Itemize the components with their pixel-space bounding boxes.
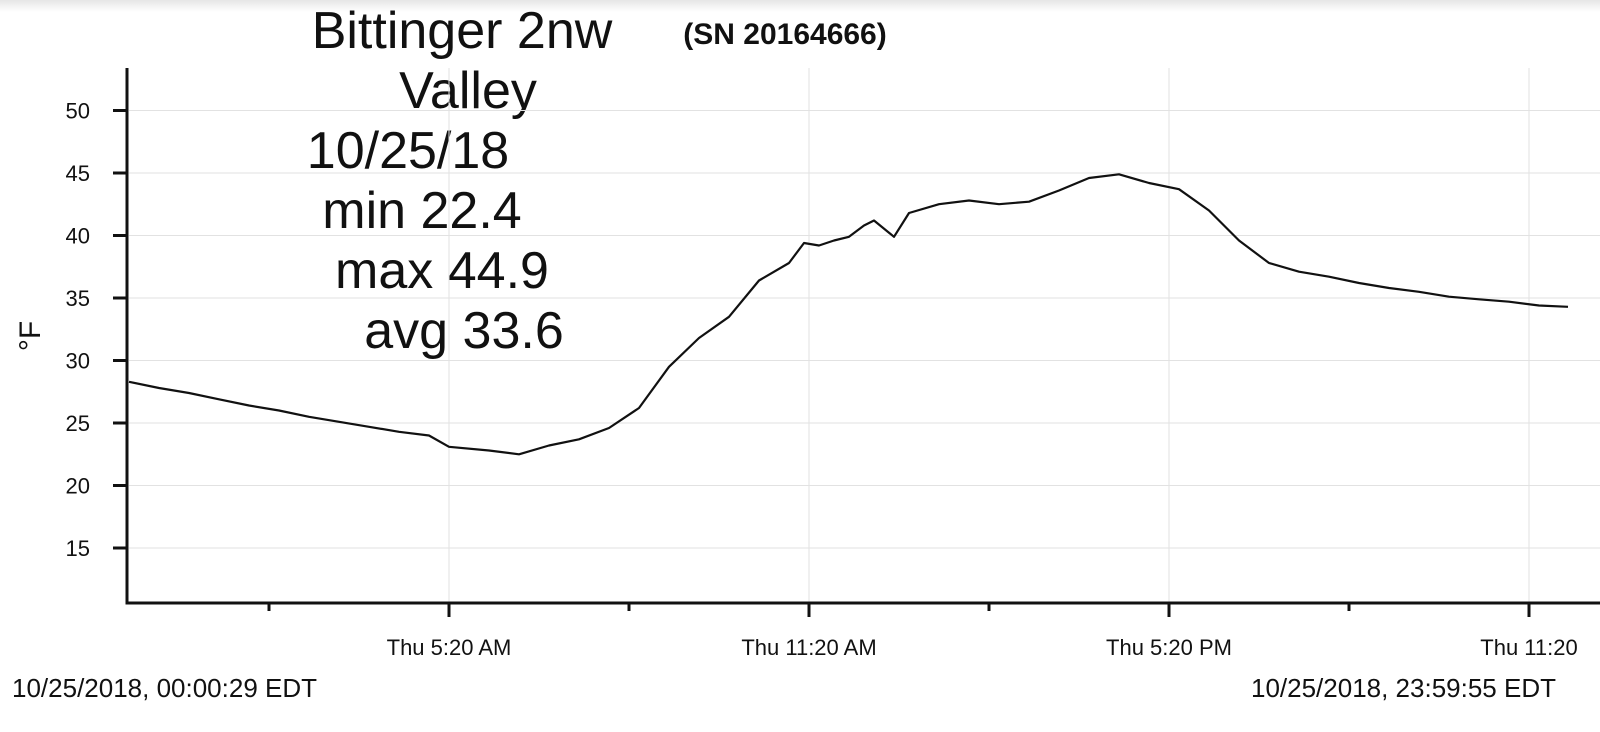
y-tick-label: 40 (66, 224, 90, 249)
start-time: 10/25/2018, 00:00:29 EDT (12, 673, 317, 703)
x-tick-label: Thu 11:20 AM (741, 635, 876, 660)
serial-number: (SN 20164666) (683, 18, 886, 51)
x-tick-label: Thu 5:20 PM (1106, 635, 1232, 660)
y-tick-label: 50 (66, 99, 90, 124)
annotation: avg 33.6 (364, 302, 564, 360)
top-shade (0, 0, 1600, 12)
annotation: Valley (399, 62, 537, 120)
station-title: Bittinger 2nw (312, 2, 613, 60)
y-tick-label: 35 (66, 286, 90, 311)
y-axis-label: °F (14, 321, 47, 351)
y-tick-label: 30 (66, 349, 90, 374)
end-time: 10/25/2018, 23:59:55 EDT (1251, 673, 1556, 703)
x-tick-label: Thu 5:20 AM (387, 635, 512, 660)
annotation: 10/25/18 (307, 122, 509, 180)
x-tick-label: Thu 11:20 (1480, 635, 1577, 660)
y-tick-label: 45 (66, 161, 90, 186)
annotation: min 22.4 (322, 182, 521, 240)
y-tick-label: 25 (66, 411, 90, 436)
temperature-line (128, 173, 1569, 456)
y-tick-label: 20 (66, 474, 90, 499)
annotation: max 44.9 (335, 242, 549, 300)
y-tick-label: 15 (66, 536, 90, 561)
